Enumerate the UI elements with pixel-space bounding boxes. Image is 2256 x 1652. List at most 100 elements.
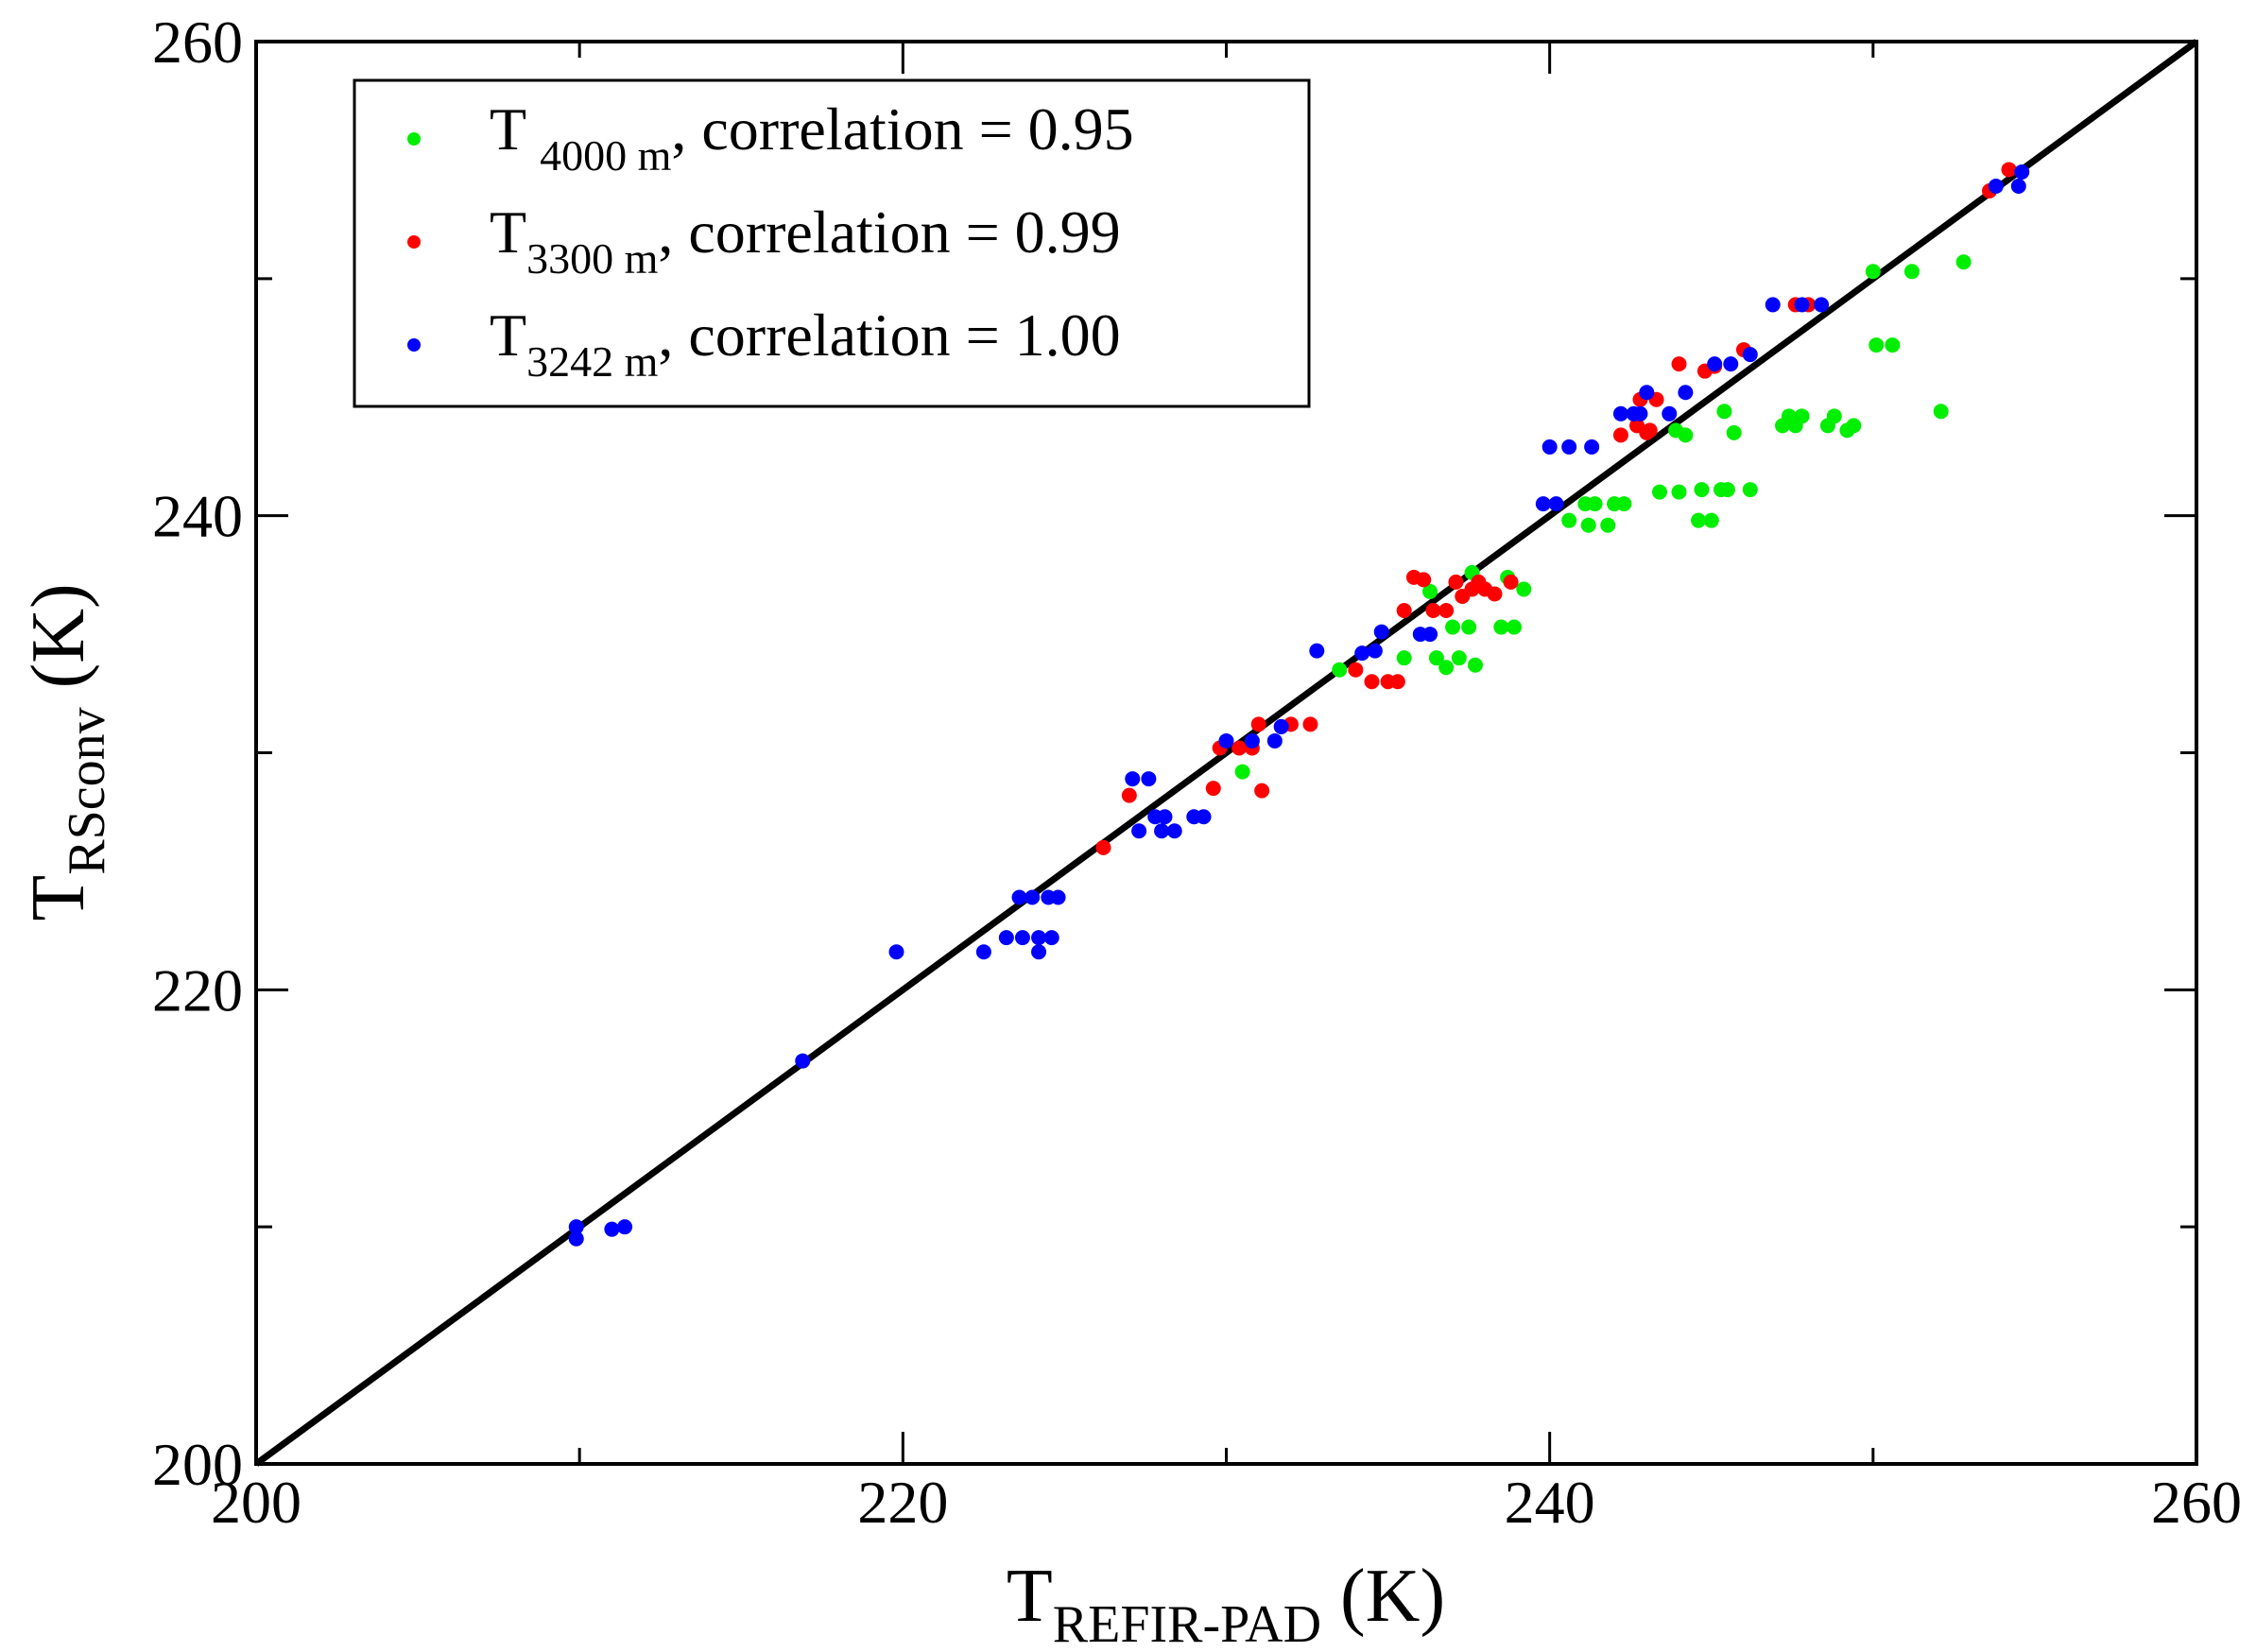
data-point bbox=[1396, 603, 1412, 618]
data-point bbox=[1050, 889, 1066, 905]
legend-entry-4000m-rest: , correlation = 0.95 bbox=[671, 95, 1133, 163]
data-point bbox=[1723, 356, 1739, 372]
x-tick-label: 240 bbox=[1505, 1469, 1595, 1536]
data-point bbox=[1765, 297, 1781, 313]
legend-entry-3242m-main: T bbox=[490, 301, 526, 369]
legend-entry-3242m-sub: 3242 m bbox=[526, 337, 659, 386]
data-point bbox=[568, 1219, 584, 1235]
data-point bbox=[1814, 297, 1830, 313]
x-axis-label-sub: REFIR-PAD bbox=[1053, 1595, 1321, 1652]
data-point bbox=[1903, 264, 1920, 280]
data-point bbox=[1467, 657, 1483, 673]
data-point bbox=[1396, 650, 1412, 666]
data-point bbox=[975, 944, 991, 960]
data-point bbox=[1826, 408, 1842, 424]
data-point bbox=[617, 1219, 633, 1235]
data-point bbox=[1988, 179, 2004, 195]
data-point bbox=[1250, 716, 1266, 732]
legend-marker-3300m bbox=[407, 235, 421, 249]
legend-box bbox=[353, 78, 1311, 408]
legend: T 4000 m, correlation = 0.95 T3300 m, cor… bbox=[353, 78, 1311, 408]
data-point bbox=[1632, 405, 1648, 422]
data-point bbox=[1389, 674, 1405, 690]
legend-marker-4000m bbox=[407, 132, 421, 146]
data-point bbox=[1448, 574, 1464, 590]
data-point bbox=[1166, 823, 1182, 839]
data-point bbox=[1095, 839, 1111, 855]
data-point bbox=[1541, 439, 1558, 455]
data-point bbox=[1131, 823, 1147, 839]
ticks-layer: 200 220 240 260 200 220 240 260 bbox=[152, 9, 2242, 1536]
data-point bbox=[1196, 809, 1212, 825]
data-point bbox=[1273, 718, 1289, 734]
y-tick-label: 240 bbox=[152, 483, 243, 550]
data-point bbox=[1703, 512, 1719, 528]
y-tick-label: 200 bbox=[152, 1431, 243, 1498]
legend-entry-4000m: T 4000 m, correlation = 0.95 bbox=[490, 95, 1134, 180]
data-point bbox=[568, 1230, 584, 1247]
data-point bbox=[1639, 385, 1655, 401]
data-point bbox=[888, 944, 904, 960]
data-point bbox=[1487, 586, 1503, 602]
legend-marker-3242m bbox=[407, 338, 421, 352]
data-point bbox=[1600, 517, 1616, 533]
legend-entry-3242m-rest: , correlation = 1.00 bbox=[658, 301, 1120, 369]
data-point bbox=[1642, 422, 1658, 439]
data-point bbox=[1719, 482, 1735, 498]
data-point bbox=[1794, 297, 1810, 313]
data-point bbox=[1364, 674, 1380, 690]
data-point bbox=[1422, 583, 1438, 599]
data-point bbox=[1503, 574, 1519, 590]
data-point bbox=[1025, 889, 1041, 905]
data-point bbox=[1561, 439, 1577, 455]
data-point bbox=[1548, 496, 1564, 512]
data-point bbox=[1535, 496, 1551, 512]
data-point bbox=[1933, 404, 1949, 420]
series-4000-m bbox=[1234, 254, 1972, 780]
data-point bbox=[1445, 619, 1461, 635]
data-point bbox=[1043, 930, 1059, 946]
data-point bbox=[1302, 716, 1318, 732]
plot-layer bbox=[253, 39, 2199, 1467]
data-point bbox=[1662, 405, 1678, 422]
data-point bbox=[1612, 405, 1628, 422]
data-point bbox=[1014, 930, 1030, 946]
legend-entry-3300m: T3300 m, correlation = 0.99 bbox=[490, 198, 1121, 283]
data-point bbox=[2001, 162, 2017, 178]
y-axis-label-main: T bbox=[17, 875, 100, 921]
data-point bbox=[1955, 254, 1972, 270]
data-point bbox=[1580, 517, 1596, 533]
data-point bbox=[1125, 771, 1141, 787]
data-point bbox=[1121, 787, 1137, 803]
legend-entry-4000m-main: T bbox=[490, 95, 526, 163]
data-point bbox=[1742, 347, 1758, 363]
data-point bbox=[1794, 408, 1810, 424]
data-point bbox=[1584, 439, 1600, 455]
y-tick-label: 220 bbox=[152, 956, 243, 1024]
data-point bbox=[1425, 603, 1441, 618]
data-point bbox=[1254, 783, 1270, 799]
data-point bbox=[1461, 619, 1477, 635]
legend-entry-3300m-main: T bbox=[490, 198, 526, 266]
data-point bbox=[1885, 337, 1901, 353]
data-point bbox=[1332, 662, 1348, 678]
data-point bbox=[1507, 619, 1523, 635]
y-axis-label-unit: (K) bbox=[17, 583, 100, 707]
data-point bbox=[1234, 764, 1250, 780]
legend-entry-3300m-sub: 3300 m bbox=[526, 234, 659, 283]
data-point bbox=[2010, 179, 2026, 195]
x-tick-label: 220 bbox=[857, 1469, 948, 1536]
data-point bbox=[1438, 603, 1455, 618]
legend-entry-3242m: T3242 m, correlation = 1.00 bbox=[490, 301, 1121, 386]
series-3242-m bbox=[568, 163, 2030, 1247]
data-point bbox=[1671, 484, 1687, 500]
data-point bbox=[1846, 418, 1862, 434]
data-point bbox=[998, 930, 1014, 946]
y-axis-label: TRSconv (K) bbox=[17, 583, 116, 921]
data-point bbox=[1205, 781, 1221, 797]
data-point bbox=[1616, 496, 1632, 512]
data-point bbox=[1587, 496, 1603, 512]
data-point bbox=[1716, 404, 1732, 420]
data-point bbox=[1493, 619, 1509, 635]
